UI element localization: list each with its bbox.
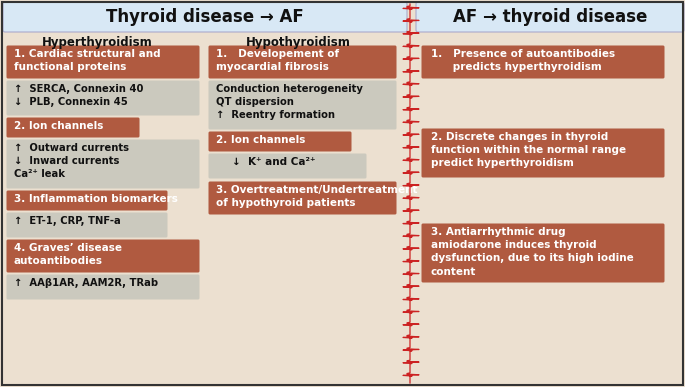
Text: 1. Cardiac structural and
functional proteins: 1. Cardiac structural and functional pro… bbox=[14, 49, 160, 72]
FancyBboxPatch shape bbox=[208, 132, 351, 151]
Text: 1.   Presence of autoantibodies
      predicts hyperthyroidism: 1. Presence of autoantibodies predicts h… bbox=[431, 49, 615, 72]
Text: AF → thyroid disease: AF → thyroid disease bbox=[453, 8, 647, 26]
FancyBboxPatch shape bbox=[421, 46, 664, 79]
Text: Hyperthyroidism: Hyperthyroidism bbox=[42, 36, 152, 49]
Text: ↑  ET-1, CRP, TNF-a: ↑ ET-1, CRP, TNF-a bbox=[14, 216, 121, 226]
FancyBboxPatch shape bbox=[6, 46, 199, 79]
FancyBboxPatch shape bbox=[6, 139, 199, 188]
FancyBboxPatch shape bbox=[208, 80, 397, 130]
FancyBboxPatch shape bbox=[208, 154, 366, 178]
Text: ↓  K⁺ and Ca²⁺: ↓ K⁺ and Ca²⁺ bbox=[232, 157, 316, 167]
FancyBboxPatch shape bbox=[208, 46, 397, 79]
FancyBboxPatch shape bbox=[416, 2, 684, 32]
Text: 2. Ion channels: 2. Ion channels bbox=[14, 121, 103, 131]
FancyBboxPatch shape bbox=[421, 128, 664, 178]
Text: ↑  AAβ1AR, AAM2R, TRab: ↑ AAβ1AR, AAM2R, TRab bbox=[14, 278, 158, 288]
Text: Thyroid disease → AF: Thyroid disease → AF bbox=[106, 8, 304, 26]
Text: 2. Ion channels: 2. Ion channels bbox=[216, 135, 306, 145]
FancyBboxPatch shape bbox=[6, 212, 168, 238]
Text: 2. Discrete changes in thyroid
function within the normal range
predict hyperthy: 2. Discrete changes in thyroid function … bbox=[431, 132, 626, 168]
FancyBboxPatch shape bbox=[6, 80, 199, 115]
Text: Hypothyroidism: Hypothyroidism bbox=[245, 36, 351, 49]
FancyBboxPatch shape bbox=[208, 182, 397, 214]
FancyBboxPatch shape bbox=[421, 224, 664, 283]
Text: 3. Overtreatment/Undertreatment
of hypothyroid patients: 3. Overtreatment/Undertreatment of hypot… bbox=[216, 185, 417, 208]
Text: Conduction heterogeneity
QT dispersion
↑  Reentry formation: Conduction heterogeneity QT dispersion ↑… bbox=[216, 84, 363, 120]
FancyBboxPatch shape bbox=[6, 190, 168, 211]
FancyBboxPatch shape bbox=[3, 2, 407, 32]
FancyBboxPatch shape bbox=[6, 240, 199, 272]
FancyBboxPatch shape bbox=[6, 118, 140, 137]
FancyBboxPatch shape bbox=[6, 274, 199, 300]
Text: ↑  SERCA, Connexin 40
↓  PLB, Connexin 45: ↑ SERCA, Connexin 40 ↓ PLB, Connexin 45 bbox=[14, 84, 143, 107]
Text: 3. Inflammation biomarkers: 3. Inflammation biomarkers bbox=[14, 194, 178, 204]
Text: 4. Graves’ disease
autoantibodies: 4. Graves’ disease autoantibodies bbox=[14, 243, 122, 266]
Text: 3. Antiarrhythmic drug
amiodarone induces thyroid
dysfunction, due to its high i: 3. Antiarrhythmic drug amiodarone induce… bbox=[431, 227, 634, 277]
Text: 1.   Developement of
myocardial fibrosis: 1. Developement of myocardial fibrosis bbox=[216, 49, 339, 72]
Text: ↑  Outward currents
↓  Inward currents
Ca²⁺ leak: ↑ Outward currents ↓ Inward currents Ca²… bbox=[14, 143, 129, 180]
